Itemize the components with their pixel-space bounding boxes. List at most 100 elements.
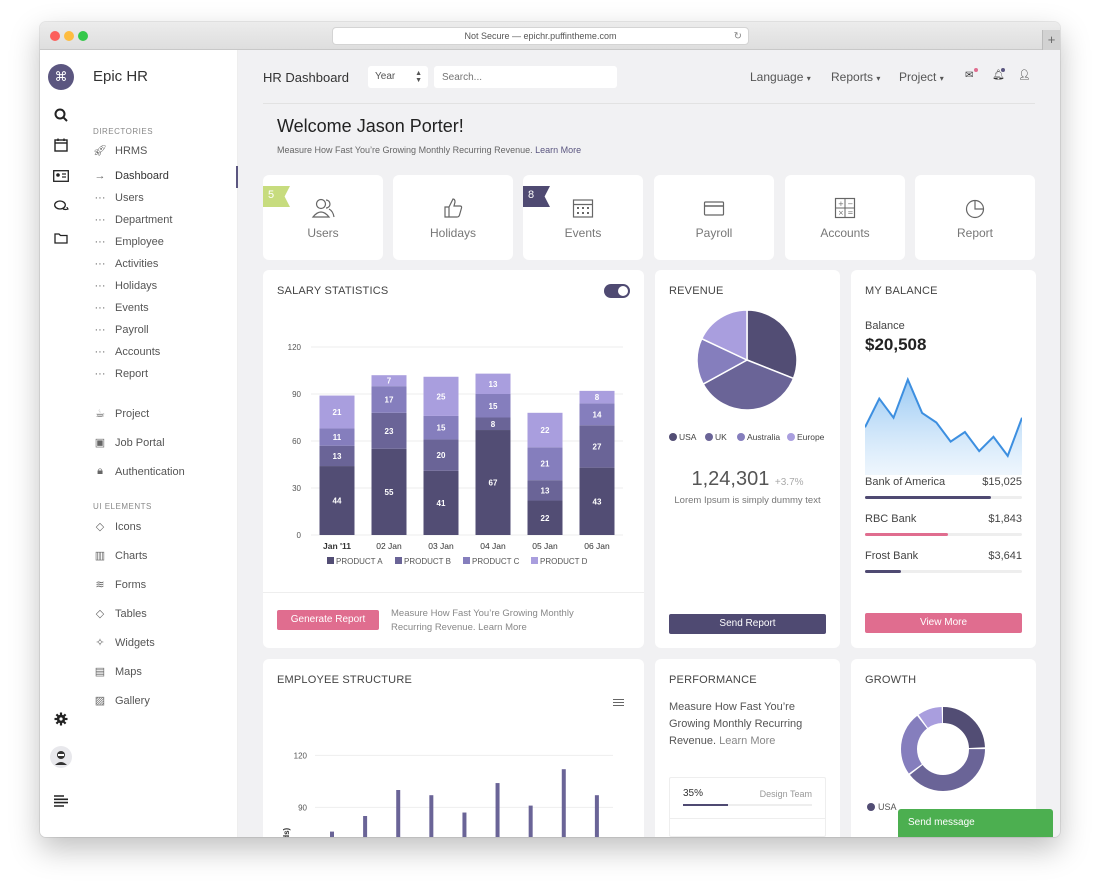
stacked-bar-segment <box>527 412 563 448</box>
tile-report[interactable]: Report <box>915 175 1035 260</box>
sidebar-item-payroll[interactable]: ··· Payroll <box>93 324 149 336</box>
search-icon[interactable] <box>52 108 70 126</box>
bar-data-label: 21 <box>333 408 342 417</box>
sidebar-item-department[interactable]: ··· Department <box>93 214 173 226</box>
learn-more-link[interactable]: Learn More <box>719 735 776 747</box>
sidebar-item-events[interactable]: ··· Events <box>93 302 149 314</box>
y-axis-label: $ (thousands) <box>282 827 291 837</box>
salary-footer-copy: Measure How Fast You’re Growing Monthly … <box>391 608 574 633</box>
x-tick-label: 02 Jan <box>376 541 402 551</box>
mail-icon[interactable]: ✉ <box>965 70 974 81</box>
legend-swatch <box>787 433 795 441</box>
send-message-button[interactable]: Send message <box>898 809 1053 837</box>
dots-icon: ··· <box>94 346 106 358</box>
card-title: PERFORMANCE <box>669 674 757 686</box>
tile-holidays[interactable]: Holidays <box>393 175 513 260</box>
menu-language[interactable]: Language ▾ <box>750 70 811 84</box>
y-tick-label: 90 <box>298 803 307 812</box>
search-input[interactable] <box>434 66 617 88</box>
sidebar-item-label: Report <box>115 368 149 380</box>
sidebar-item-report[interactable]: ··· Report <box>93 368 149 380</box>
sidebar-item-forms[interactable]: ≋ Forms <box>93 578 146 592</box>
sidebar-item-hrms[interactable]: 🚀︎ HRMS <box>93 144 147 158</box>
tile-events[interactable]: 8 Events <box>523 175 643 260</box>
performance-text: Measure How Fast You’re Growing Monthly … <box>669 699 828 750</box>
bar-data-label: 14 <box>593 410 602 419</box>
dots-icon: ··· <box>94 368 106 380</box>
close-window-button[interactable] <box>50 31 60 41</box>
revenue-card: REVENUE USA UK Australia Europe 1,24,301 +3… <box>655 270 840 648</box>
settings-gear-icon[interactable] <box>52 712 70 730</box>
folder-icon[interactable] <box>52 231 70 249</box>
generate-report-button[interactable]: Generate Report <box>277 610 379 630</box>
legend-label: USA <box>878 802 897 812</box>
address-bar[interactable]: Not Secure — epichr.puffintheme.com ↻ <box>332 27 749 45</box>
sidebar-item-tables[interactable]: ◇ Tables <box>93 607 147 621</box>
calendar-icon[interactable] <box>52 138 70 156</box>
bar-data-label: 13 <box>541 486 550 495</box>
tile-users[interactable]: 5 Users <box>263 175 383 260</box>
learn-more-link[interactable]: Learn More <box>478 622 527 633</box>
section-ui-elements: UI ELEMENTS <box>93 502 152 511</box>
sidebar-item-project[interactable]: ☕︎ Project <box>93 407 149 421</box>
active-indicator <box>236 166 238 188</box>
learn-more-link[interactable]: Learn More <box>535 145 582 155</box>
legend-label: Australia <box>747 432 780 442</box>
sidebar-item-gallery[interactable]: ▨ Gallery <box>93 694 150 708</box>
sidebar-item-widgets[interactable]: ✧ Widgets <box>93 636 154 650</box>
chart-toggle[interactable] <box>604 284 630 298</box>
sidebar-item-authentication[interactable]: 🔒︎ Authentication <box>93 465 185 478</box>
sidebar-item-accounts[interactable]: ··· Accounts <box>93 346 161 358</box>
bar <box>396 790 401 837</box>
tile-label: Holidays <box>429 226 477 240</box>
sidebar-item-maps[interactable]: ▤ Maps <box>93 665 142 679</box>
view-more-button[interactable]: View More <box>865 613 1022 633</box>
svg-text:×: × <box>838 209 844 217</box>
tile-payroll[interactable]: Payroll <box>654 175 774 260</box>
maximize-window-button[interactable] <box>78 31 88 41</box>
year-select[interactable]: Year ▲ ▼ <box>368 66 428 88</box>
hamburger-menu-icon[interactable] <box>613 699 624 706</box>
sidebar-item-charts[interactable]: ▥ Charts <box>93 549 148 563</box>
sidebar-item-icons[interactable]: ◇ Icons <box>93 520 142 534</box>
sidebar-item-label: Accounts <box>115 346 161 358</box>
menu-lines-icon[interactable] <box>52 794 70 812</box>
chat-icon[interactable] <box>52 200 70 218</box>
reload-icon[interactable]: ↻ <box>733 31 742 42</box>
sidebar-item-holidays[interactable]: ··· Holidays <box>93 280 158 292</box>
pie-slice <box>700 309 748 362</box>
bar-data-label: 41 <box>437 499 446 508</box>
user-avatar[interactable] <box>50 746 72 768</box>
bell-icon[interactable]: 🔔︎ <box>992 70 1005 81</box>
new-tab-icon[interactable]: + <box>1042 30 1060 50</box>
stacked-bar-segment <box>423 415 459 440</box>
sidebar-item-activities[interactable]: ··· Activities <box>93 258 159 270</box>
sidebar-item-employee[interactable]: ··· Employee <box>93 236 164 248</box>
menu-reports[interactable]: Reports ▾ <box>831 70 880 84</box>
user-icon[interactable]: 👤︎ <box>1018 70 1031 81</box>
card-divider <box>263 592 644 593</box>
tile-accounts[interactable]: + − × = Accounts <box>785 175 905 260</box>
legend-swatch <box>531 557 538 564</box>
pie-chart-icon <box>915 197 1035 225</box>
dots-icon: ··· <box>94 324 106 336</box>
legend-label: USA <box>679 432 697 442</box>
card-title: SALARY STATISTICS <box>277 285 389 297</box>
stacked-bar-segment <box>371 375 407 387</box>
team-percent: 35% <box>683 788 704 799</box>
menu-label: Project <box>899 70 937 84</box>
sidebar-item-users[interactable]: ··· Users <box>93 192 144 204</box>
sidebar-item-dashboard[interactable]: → Dashboard <box>93 170 169 182</box>
minimize-window-button[interactable] <box>64 31 74 41</box>
area-fill <box>865 379 1022 475</box>
menu-project[interactable]: Project ▾ <box>899 70 944 84</box>
stacked-bar-segment <box>371 412 407 449</box>
y-tick-label: 90 <box>292 390 301 399</box>
sidebar-item-job-portal[interactable]: ▣ Job Portal <box>93 436 165 450</box>
welcome-subtitle-text: Measure How Fast You’re Growing Monthly … <box>277 145 533 155</box>
send-report-button[interactable]: Send Report <box>669 614 826 634</box>
image-icon: ▨ <box>94 695 106 707</box>
command-logo-icon[interactable]: ⌘ <box>48 64 74 90</box>
id-card-icon[interactable] <box>52 169 70 187</box>
